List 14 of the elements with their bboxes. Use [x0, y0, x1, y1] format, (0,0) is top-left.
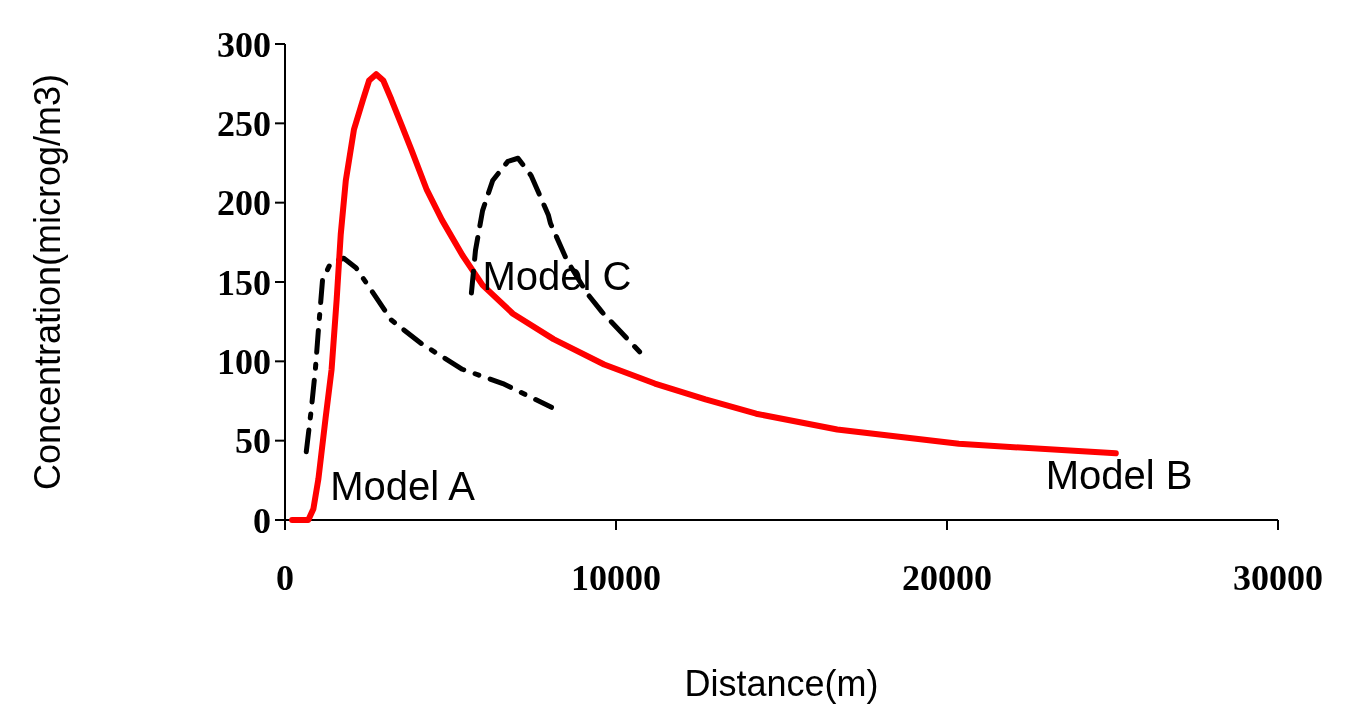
y-tick-label: 250	[217, 103, 271, 144]
series-label: Model A	[330, 463, 476, 508]
y-tick-label: 300	[217, 24, 271, 65]
x-tick-label: 20000	[902, 558, 992, 598]
y-tick-label: 100	[217, 341, 271, 382]
y-tick-label: 150	[217, 262, 271, 303]
y-tick-label: 0	[253, 500, 271, 541]
y-tick-label: 50	[235, 421, 271, 462]
x-tick-label: 10000	[571, 558, 661, 598]
y-tick-label: 200	[217, 183, 271, 224]
series-label: Model B	[1045, 453, 1193, 498]
x-axis-title: Distance(m)	[684, 663, 879, 704]
y-axis-title: Concentration(microg/m3)	[27, 73, 68, 491]
x-tick-label: 30000	[1233, 558, 1323, 598]
